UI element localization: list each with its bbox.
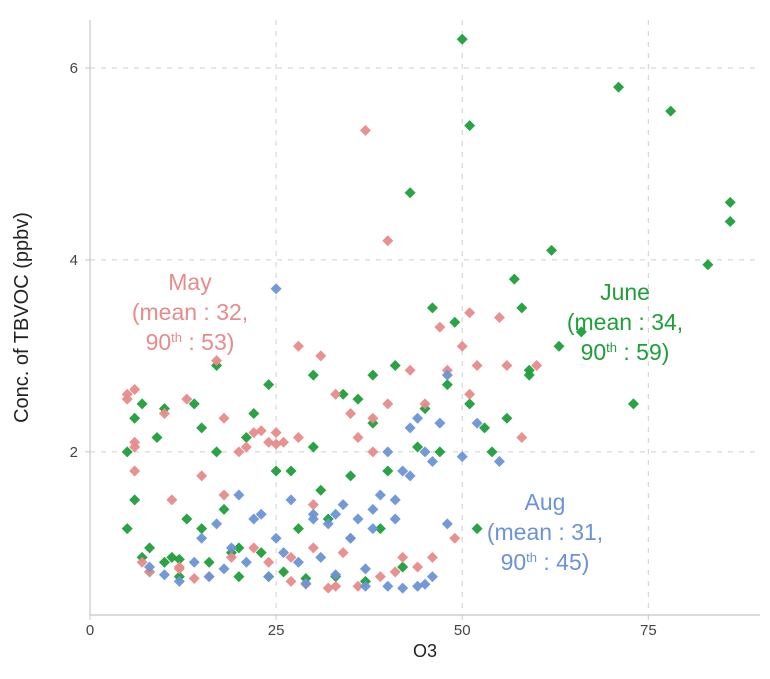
x-tick-label: 50 xyxy=(454,622,471,639)
y-tick-label: 4 xyxy=(70,252,78,269)
svg-text:(mean : 34,: (mean : 34, xyxy=(567,309,683,335)
y-tick-label: 2 xyxy=(70,444,78,461)
y-tick-label: 6 xyxy=(70,60,78,77)
svg-text:May: May xyxy=(168,269,212,295)
x-axis-label: O3 xyxy=(413,641,437,661)
y-axis-label: Conc. of TBVOC (ppbv) xyxy=(11,212,33,423)
svg-text:(mean : 32,: (mean : 32, xyxy=(132,299,248,325)
svg-text:June: June xyxy=(600,279,650,305)
scatter-chart: 0 25 50 75 2 4 6 O3 Conc. of TBVOC (ppbv) May (mea… xyxy=(0,0,770,679)
x-tick-label: 75 xyxy=(640,622,657,639)
svg-text:90th : 59): 90th : 59) xyxy=(581,339,670,365)
svg-text:(mean : 31,: (mean : 31, xyxy=(487,519,603,545)
svg-text:90th : 53): 90th : 53) xyxy=(146,329,235,355)
chart-svg: 0 25 50 75 2 4 6 O3 Conc. of TBVOC (ppbv) May (mea… xyxy=(0,0,770,679)
svg-text:Aug: Aug xyxy=(525,489,566,515)
x-tick-label: 0 xyxy=(86,622,94,639)
svg-text:90th : 45): 90th : 45) xyxy=(501,549,590,575)
x-tick-label: 25 xyxy=(268,622,285,639)
